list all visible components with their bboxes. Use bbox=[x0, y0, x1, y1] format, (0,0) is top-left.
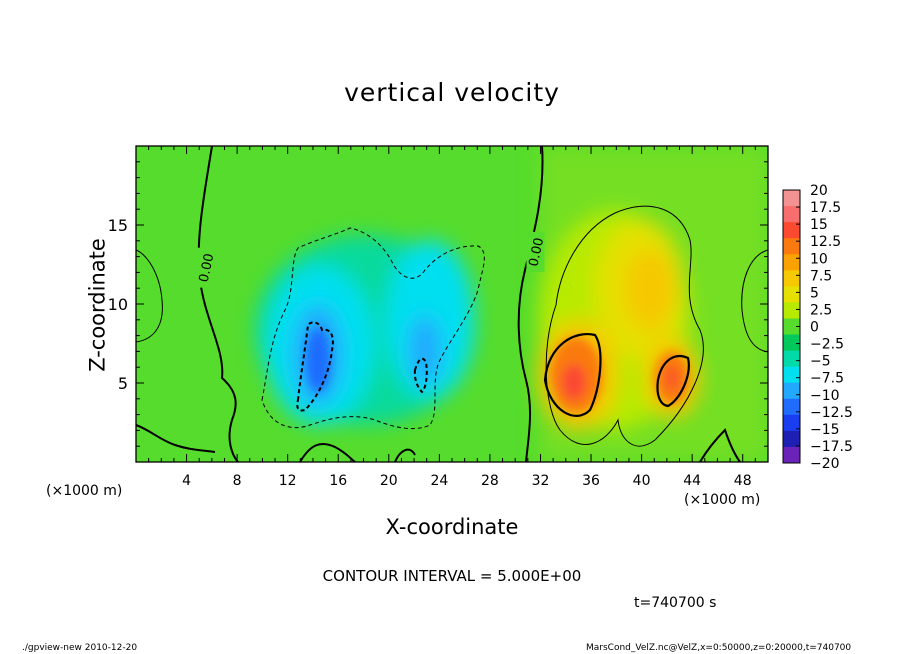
colorbar-label: −2.5 bbox=[810, 337, 844, 353]
colorbar-swatch bbox=[783, 414, 800, 432]
colorbar-label: −5 bbox=[810, 354, 831, 370]
contour-interval: CONTOUR INTERVAL = 5.000E+00 bbox=[322, 567, 582, 585]
colorbar-label: −7.5 bbox=[810, 371, 844, 387]
colorbar-label: 5 bbox=[810, 285, 819, 301]
x-tick-label: 24 bbox=[430, 473, 448, 489]
x-tick-label: 40 bbox=[633, 473, 651, 489]
colorbar-label: 12.5 bbox=[810, 234, 841, 250]
colorbar-label: 2.5 bbox=[810, 302, 832, 318]
x-tick-label: 36 bbox=[582, 473, 600, 489]
colorbar-label: 15 bbox=[810, 217, 828, 233]
x-tick-label: 20 bbox=[380, 473, 398, 489]
colorbar-label: −20 bbox=[810, 456, 840, 472]
colorbar-swatch bbox=[783, 302, 800, 319]
colorbar-swatch bbox=[783, 190, 800, 207]
x-axis-label: X-coordinate bbox=[0, 517, 904, 538]
x-tick-label: 48 bbox=[734, 473, 752, 489]
colorbar-label: 0 bbox=[810, 320, 819, 336]
x-tick-label: 28 bbox=[481, 473, 499, 489]
colorbar-label: −12.5 bbox=[810, 405, 853, 421]
colorbar-swatch bbox=[783, 254, 800, 271]
colorbar-swatch bbox=[783, 206, 800, 223]
x-axis: 4 8 12 16 20 24 28 32 36 40 44 48 bbox=[148, 146, 756, 489]
contour-lines bbox=[136, 146, 768, 462]
colorbar-swatch bbox=[783, 430, 800, 448]
colorbar-swatch bbox=[783, 398, 800, 416]
footer-left: ./gpview-new 2010-12-20 bbox=[22, 643, 138, 653]
y-tick-label: 10 bbox=[108, 295, 128, 314]
colorbar-label: 7.5 bbox=[810, 268, 832, 284]
x-axis-label-text: X-coordinate bbox=[385, 515, 519, 539]
colorbar-swatch bbox=[783, 446, 800, 464]
colorbar-swatch bbox=[783, 318, 800, 335]
x-tick-label: 16 bbox=[329, 473, 347, 489]
y-axis: 5 10 15 bbox=[108, 161, 768, 447]
colorbar-swatch bbox=[783, 270, 800, 287]
colorbar-label: −17.5 bbox=[810, 439, 853, 455]
footer-right: MarsCond_VelZ.nc@VelZ,x=0:50000,z=0:2000… bbox=[586, 643, 852, 653]
y-tick-label: 15 bbox=[108, 216, 128, 235]
y-axis-label: Z-coordinate bbox=[85, 238, 110, 372]
colorbar-label: 20 bbox=[810, 183, 828, 199]
y-tick-label: 5 bbox=[118, 374, 128, 393]
contour-label: 0.00 bbox=[197, 252, 218, 283]
colorbar-label: −15 bbox=[810, 422, 840, 438]
colorbar-swatch bbox=[783, 350, 800, 368]
contour-label-bg bbox=[526, 231, 545, 272]
x-tick-label: 44 bbox=[683, 473, 701, 489]
x-unit-right: (×1000 m) bbox=[684, 492, 761, 508]
x-tick-label: 32 bbox=[532, 473, 550, 489]
contour-labels: 0.00 0.00 bbox=[196, 231, 548, 288]
contour-label-bg bbox=[196, 247, 215, 288]
x-unit-left: (×1000 m) bbox=[46, 483, 123, 499]
velocity-field bbox=[136, 146, 768, 462]
colorbar-label: −10 bbox=[810, 388, 840, 404]
colorbar-label: 10 bbox=[810, 251, 828, 267]
colorbar-swatch bbox=[783, 286, 800, 303]
x-tick-label: 12 bbox=[279, 473, 297, 489]
colorbar-swatch bbox=[783, 222, 800, 239]
colorbar-swatch bbox=[783, 382, 800, 400]
colorbar-swatch bbox=[783, 238, 800, 255]
chart-title: vertical velocity bbox=[344, 78, 560, 107]
contour-label: 0.00 bbox=[527, 236, 548, 267]
time-stamp: t=740700 s bbox=[634, 595, 717, 611]
colorbar-swatch bbox=[783, 334, 800, 351]
x-tick-label: 8 bbox=[233, 473, 242, 489]
downdraft-region bbox=[255, 235, 475, 425]
x-tick-label: 4 bbox=[182, 473, 191, 489]
colorbar-label: 17.5 bbox=[810, 200, 841, 216]
colorbar-swatch bbox=[783, 366, 800, 384]
